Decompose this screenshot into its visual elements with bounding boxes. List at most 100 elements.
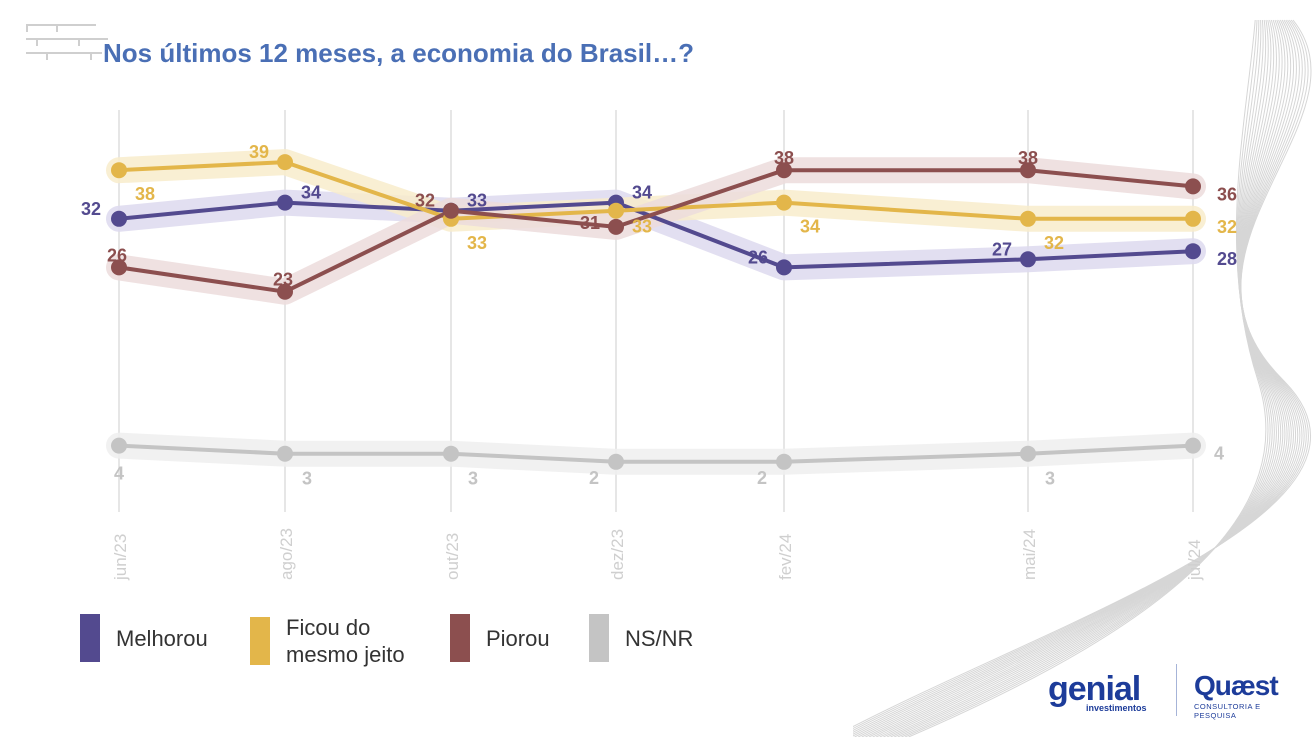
decorative-dots <box>26 24 108 60</box>
genial-logo: genial <box>1048 670 1141 708</box>
x-tick-label: jul/24 <box>1185 539 1204 581</box>
data-point <box>1020 162 1036 179</box>
data-label: 26 <box>748 247 768 267</box>
genial-logo-subtitle: investimentos <box>1086 703 1147 713</box>
logo-divider <box>1176 664 1177 716</box>
wave-line <box>879 19 1284 737</box>
data-label: 33 <box>467 233 487 253</box>
data-point <box>111 210 127 227</box>
wave-line <box>883 19 1282 737</box>
x-tick-label: mai/24 <box>1020 529 1039 580</box>
legend-label: NS/NR <box>625 625 694 651</box>
data-point <box>608 453 624 470</box>
data-point <box>608 202 624 219</box>
data-label: 39 <box>249 142 269 162</box>
x-tick-label: ago/23 <box>277 528 296 580</box>
data-point <box>111 259 127 276</box>
wave-line <box>865 19 1292 737</box>
data-label: 4 <box>1214 444 1224 464</box>
x-tick-label: jun/23 <box>111 534 130 581</box>
wave-line <box>861 19 1294 737</box>
data-label: 38 <box>135 184 155 204</box>
data-point <box>1185 243 1201 260</box>
data-label: 33 <box>467 191 487 211</box>
data-label: 31 <box>580 213 600 233</box>
legend-swatch <box>250 617 270 665</box>
legend-label: Melhorou <box>116 625 208 651</box>
wave-line <box>853 19 1307 732</box>
wave-line <box>857 19 1297 737</box>
data-point <box>111 162 127 179</box>
wave-line <box>908 19 1267 737</box>
data-point <box>443 445 459 462</box>
wave-line <box>872 19 1288 737</box>
page-title: Nos últimos 12 meses, a economia do Bras… <box>103 38 694 68</box>
data-label: 32 <box>1217 217 1237 237</box>
data-point <box>1020 210 1036 227</box>
wave-line <box>890 19 1277 737</box>
data-label: 3 <box>302 469 312 489</box>
data-point <box>1185 210 1201 227</box>
data-point <box>277 194 293 211</box>
wave-line <box>853 19 1309 730</box>
x-tick-label: out/23 <box>443 533 462 580</box>
wave-line <box>868 19 1290 737</box>
wave-line <box>904 19 1269 737</box>
data-point <box>1020 445 1036 462</box>
decorative-wave <box>853 19 1312 737</box>
data-label: 32 <box>1044 233 1064 253</box>
wave-line <box>854 19 1299 737</box>
quaest-logo-subtitle: CONSULTORIA E PESQUISA <box>1194 702 1261 720</box>
wave-line <box>886 19 1279 737</box>
legend-item-piorou: Piorou <box>450 614 550 662</box>
data-label: 38 <box>1018 148 1038 168</box>
legend-label: Piorou <box>486 625 550 651</box>
wave-line <box>893 19 1275 737</box>
data-label: 27 <box>992 239 1012 259</box>
data-point <box>1185 178 1201 195</box>
legend-swatch <box>80 614 100 662</box>
x-tick-label: dez/23 <box>608 529 627 580</box>
legend-item-ficou: Ficou do mesmo jeito <box>250 614 405 668</box>
wave-line <box>901 19 1271 737</box>
data-point <box>776 259 792 276</box>
data-point <box>1020 251 1036 268</box>
data-label: 32 <box>81 199 101 219</box>
quaest-logo: Quæst <box>1194 670 1279 701</box>
tick-layer: jun/23 ago/23 out/23 dez/23 fev/24 mai/24 jul/… <box>111 528 1204 581</box>
data-label: 28 <box>1217 249 1237 269</box>
data-label: 32 <box>415 191 435 211</box>
data-point <box>776 453 792 470</box>
data-label: 34 <box>301 183 321 203</box>
legend-item-nsnr: NS/NR <box>589 614 693 662</box>
data-point <box>776 194 792 211</box>
data-label: 34 <box>632 183 652 203</box>
data-point <box>277 154 293 171</box>
data-label: 36 <box>1217 184 1237 204</box>
wave-line <box>853 19 1301 737</box>
data-point <box>443 202 459 219</box>
data-point <box>776 162 792 179</box>
data-label: 33 <box>632 217 652 237</box>
legend-swatch <box>589 614 609 662</box>
point-layer <box>111 154 1201 470</box>
wave-line <box>853 19 1305 733</box>
data-label: 3 <box>1045 469 1055 489</box>
legend-label: Ficou do mesmo jeito <box>286 615 405 667</box>
wave-line <box>853 19 1312 728</box>
wave-line <box>897 19 1273 737</box>
partner-logos: genial investimentos Quæst CONSULTORIA E… <box>1048 662 1298 722</box>
data-point <box>277 283 293 300</box>
data-label: 4 <box>114 464 124 484</box>
data-label: 3 <box>468 469 478 489</box>
data-label: 2 <box>757 468 767 488</box>
data-point <box>1185 437 1201 454</box>
data-point <box>111 437 127 454</box>
data-label: 23 <box>273 270 293 290</box>
wave-line <box>853 19 1303 735</box>
x-tick-label: fev/24 <box>776 534 795 580</box>
data-point <box>608 218 624 235</box>
data-label: 26 <box>107 245 127 265</box>
